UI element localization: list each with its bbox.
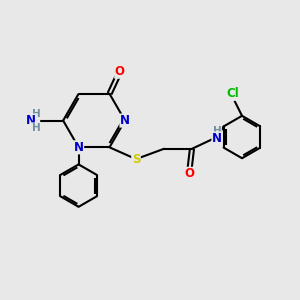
Text: N: N — [74, 141, 84, 154]
Text: O: O — [184, 167, 194, 180]
Text: O: O — [115, 65, 125, 78]
Text: H: H — [32, 123, 40, 133]
Text: N: N — [212, 132, 222, 145]
Text: Cl: Cl — [227, 87, 240, 100]
Text: N: N — [26, 114, 36, 127]
Text: H: H — [213, 125, 221, 136]
Text: H: H — [32, 109, 40, 119]
Text: S: S — [132, 153, 140, 166]
Text: N: N — [120, 114, 130, 127]
